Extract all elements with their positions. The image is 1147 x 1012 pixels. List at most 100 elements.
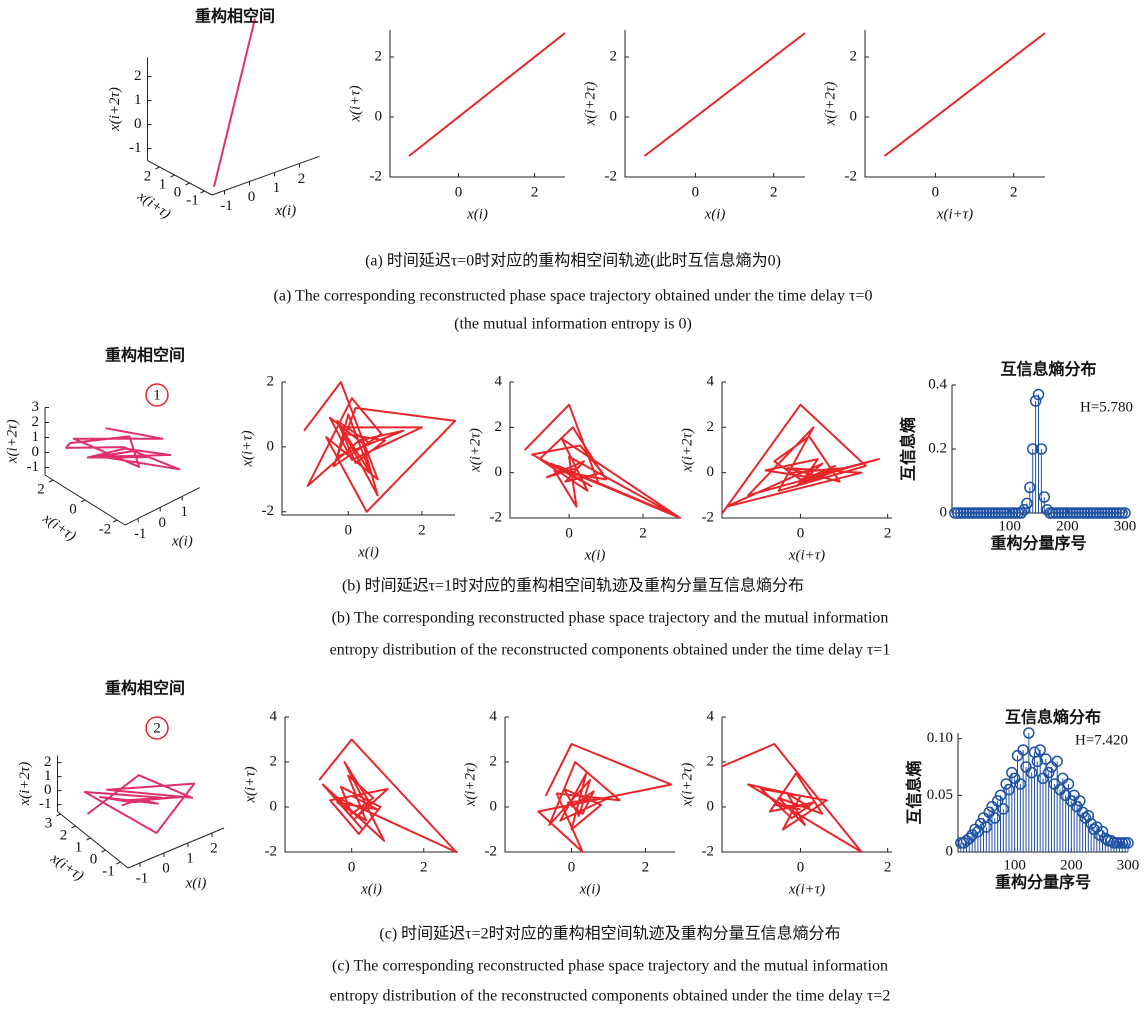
- stem-marker: [1104, 507, 1117, 519]
- stem-marker: [1034, 744, 1046, 756]
- z-axis-label: x(i+2τ): [17, 762, 33, 807]
- stem-marker: [1085, 817, 1097, 830]
- y-axis-label: x(i+2τ): [822, 82, 838, 127]
- annotation: H=7.420: [1075, 732, 1128, 748]
- x-axis-label: x(i+τ): [788, 881, 825, 897]
- stem-marker: [1035, 443, 1048, 455]
- trajectory: [721, 743, 863, 853]
- x-axis-label: x(i): [171, 534, 193, 550]
- stem-marker: [1001, 507, 1013, 519]
- x-tick-label: -1: [220, 198, 233, 214]
- stem-marker: [1018, 504, 1030, 516]
- stem-marker: [1061, 507, 1074, 519]
- stem-marker: [1110, 507, 1123, 519]
- axis-line: [624, 30, 805, 178]
- chart-title: 互信息熵分布: [1000, 360, 1096, 379]
- z-tick-label: 3: [32, 399, 40, 415]
- stem-marker: [1093, 829, 1106, 841]
- stem-marker: [983, 507, 996, 519]
- stem-marker: [980, 821, 993, 833]
- z-tick-label: 1: [134, 92, 142, 108]
- caption: entropy distribution of the reconstructe…: [330, 988, 891, 1005]
- x-tick-label: 0: [162, 860, 170, 876]
- y-tick-label: 0: [69, 501, 77, 517]
- stem-marker: [1003, 507, 1016, 519]
- x-tick-label: 0: [158, 515, 166, 531]
- y-axis-label: x(i+2τ): [467, 428, 483, 473]
- stem-marker: [995, 507, 1007, 519]
- stem-marker: [1078, 507, 1091, 519]
- stem-marker: [1031, 755, 1044, 768]
- y-axis-label: x(i+2τ): [679, 428, 695, 473]
- y-axis-label: x(i+2τ): [582, 82, 598, 127]
- x-tick-label: 2: [884, 525, 892, 541]
- trajectory: [537, 743, 673, 853]
- trajectory: [65, 427, 181, 471]
- y-axis-label: 互信息熵: [905, 760, 924, 824]
- stem-marker: [1119, 507, 1131, 519]
- z-tick-label: 0: [134, 116, 142, 132]
- x-axis-label: 重构分量序号: [995, 873, 1091, 892]
- stem-marker: [1099, 507, 1111, 519]
- y-tick-label: 0: [270, 798, 278, 814]
- stem-marker: [1081, 507, 1094, 519]
- axis-line: [504, 717, 675, 853]
- y-tick-label: 0: [850, 108, 858, 124]
- stem-marker: [1090, 507, 1102, 519]
- y-tick-label: -2: [845, 168, 858, 184]
- y-tick-label: 1: [75, 839, 83, 855]
- stem-marker: [966, 507, 978, 519]
- marker-circle: [145, 716, 169, 740]
- stem-marker: [963, 832, 976, 845]
- x-tick-label: 0: [565, 525, 573, 541]
- y-axis-label: x(i+2τ): [679, 763, 695, 808]
- y-tick-label: 2: [707, 753, 715, 769]
- axis-line: [57, 755, 225, 869]
- x-axis-label: x(i+τ): [788, 547, 825, 563]
- y-tick-label: 4: [707, 373, 715, 389]
- y-tick-label: 0: [946, 843, 954, 859]
- y-tick-label: 4: [490, 708, 498, 724]
- chart-title: 互信息熵分布: [1005, 708, 1101, 727]
- axis-line: [389, 30, 565, 178]
- y-tick-label: 0: [267, 438, 275, 454]
- z-tick-label: 1: [44, 768, 52, 784]
- stem-marker: [1105, 834, 1117, 847]
- stem-marker: [1055, 507, 1068, 519]
- y-tick-label: 0.10: [927, 730, 953, 746]
- y-tick-label: 0: [490, 798, 498, 814]
- stem-marker: [1113, 507, 1125, 519]
- x-tick-label: 2: [884, 859, 892, 875]
- caption: entropy distribution of the reconstructe…: [330, 642, 891, 659]
- y-tick-label: 1: [159, 176, 167, 192]
- stem-marker: [1087, 507, 1100, 519]
- caption: (a) The corresponding reconstructed phas…: [274, 288, 873, 305]
- x-tick-label: 200: [1056, 518, 1079, 534]
- x-axis-label: x(i): [704, 206, 726, 222]
- y-tick-label: 0: [495, 464, 503, 480]
- axis-line: [281, 382, 455, 516]
- stem-marker: [992, 507, 1004, 519]
- stem-marker: [1021, 497, 1033, 510]
- axis-line: [147, 57, 320, 196]
- x-tick-label: 1: [180, 504, 188, 520]
- y-tick: [71, 825, 76, 829]
- x-axis-label: x(i): [584, 547, 606, 563]
- stem-marker: [1000, 778, 1012, 790]
- y-tick-label: 2: [707, 419, 715, 435]
- marker-label: 2: [153, 720, 161, 736]
- y-tick-label: 2: [490, 753, 498, 769]
- z-tick-label: -1: [129, 140, 142, 156]
- x-tick-label: 0: [692, 184, 700, 200]
- trajectory: [524, 403, 681, 519]
- x-tick-label: -1: [134, 526, 147, 542]
- y-tick-label: 0: [610, 108, 618, 124]
- stem-marker: [1044, 507, 1056, 519]
- x-tick-label: 2: [420, 859, 428, 875]
- x-tick-label: 2: [1010, 184, 1018, 200]
- stem-marker: [966, 829, 978, 841]
- y-axis-label: x(i+τ): [242, 766, 258, 803]
- stem-marker: [972, 507, 984, 519]
- y-tick: [112, 519, 118, 523]
- stem-marker: [1082, 809, 1095, 822]
